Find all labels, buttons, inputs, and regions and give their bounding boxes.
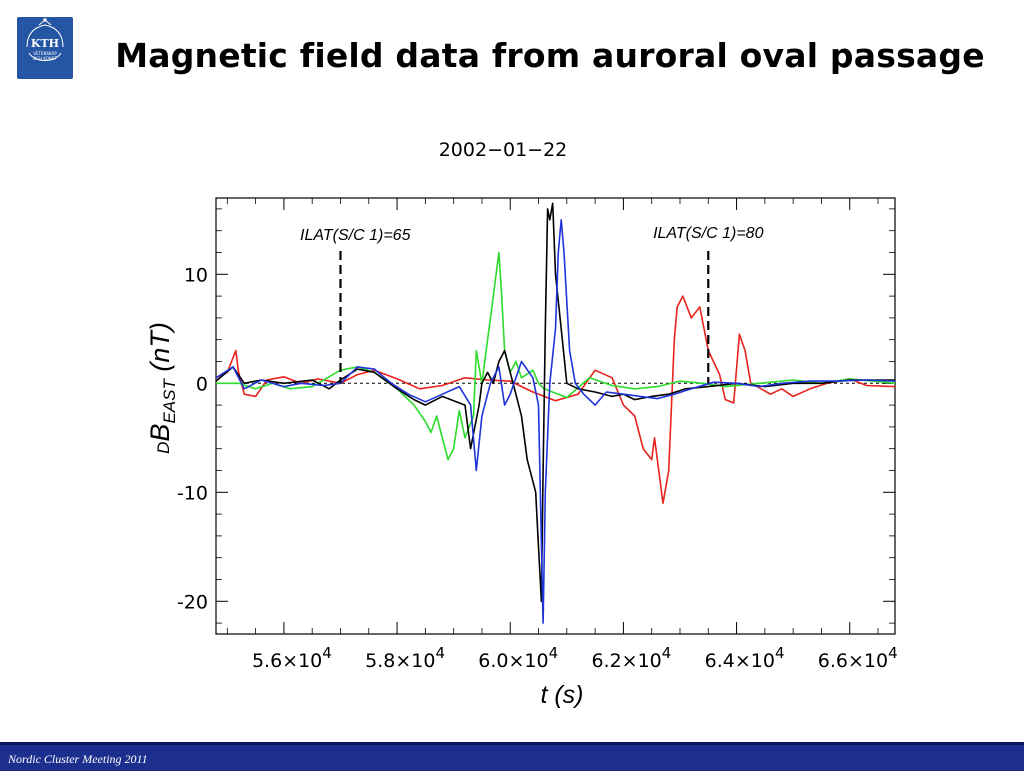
- ilat-label-2: ILAT(S/C 1)=80: [653, 225, 764, 242]
- footer-text: Nordic Cluster Meeting 2011: [8, 752, 148, 766]
- slide-title: Magnetic field data from auroral oval pa…: [115, 36, 985, 75]
- x-tick-label: 6.0×104: [478, 644, 558, 672]
- logo-text: KTH: [31, 37, 59, 50]
- x-tick-label: 5.8×104: [365, 644, 445, 672]
- axis-ticks: 10 0 -10 -20 5.6×104 5.8×104 6.0×104 6.2×104 6.4…: [177, 198, 898, 672]
- series-line-2: [216, 251, 896, 461]
- kth-emblem-icon: KTH VETENSKAP OCH KONST: [26, 18, 64, 61]
- y-tick-label: 0: [196, 373, 208, 395]
- y-label-sub: EAST: [160, 378, 179, 424]
- kth-logo: KTH VETENSKAP OCH KONST: [17, 17, 73, 79]
- ilat-label-1: ILAT(S/C 1)=65: [300, 227, 411, 244]
- logo-subtext-1: VETENSKAP: [33, 51, 57, 56]
- chart-title: 2002−01−22: [439, 139, 568, 161]
- y-label-prefix: D: [154, 442, 173, 454]
- y-label-main: B: [145, 424, 175, 442]
- y-tick-label: -20: [177, 591, 208, 613]
- x-tick-label: 6.2×104: [591, 644, 671, 672]
- y-tick-label: -10: [177, 482, 208, 504]
- annotations: ILAT(S/C 1)=65 ILAT(S/C 1)=80: [300, 225, 764, 384]
- series-line-3: [215, 202, 895, 603]
- x-tick-label: 6.4×104: [705, 644, 785, 672]
- x-tick-label: 6.6×104: [818, 644, 898, 672]
- y-tick-label: 10: [184, 264, 208, 286]
- footer-bar: Nordic Cluster Meeting 2011: [0, 742, 1024, 771]
- y-label-unit: (nT): [145, 322, 175, 379]
- series-layer: [215, 202, 896, 624]
- x-axis-label: t (s): [540, 681, 583, 709]
- logo-subtext-2: OCH KONST: [33, 56, 57, 61]
- magnetic-field-chart: 2002−01−22 10 0 -10 -20 5.6×104 5.8×104 6.0×10…: [145, 139, 898, 709]
- y-axis-label: DBEAST (nT): [145, 322, 179, 454]
- series-line-4: [215, 219, 896, 624]
- plot-frame: [215, 197, 896, 635]
- x-tick-label: 5.6×104: [252, 644, 332, 672]
